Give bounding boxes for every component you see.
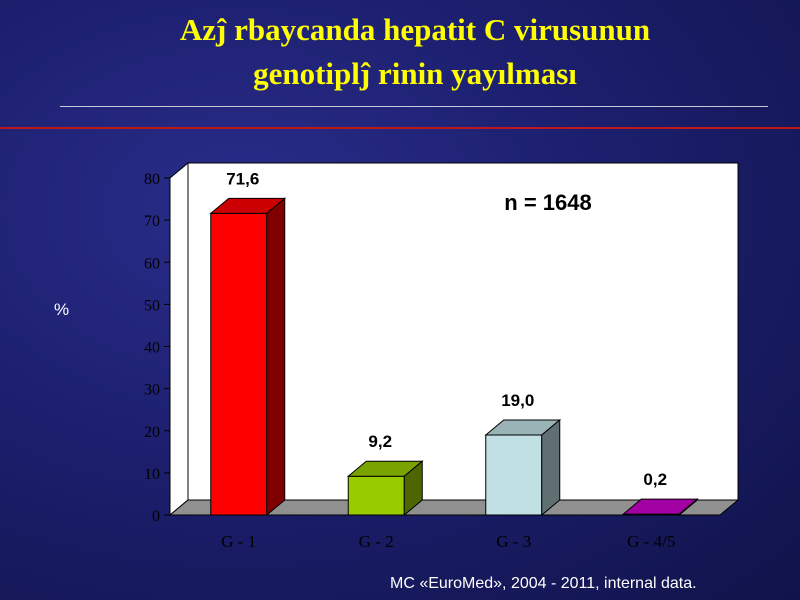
bar-front — [485, 434, 543, 516]
bar-front — [210, 212, 268, 516]
data-label: 71,6 — [226, 169, 259, 188]
bar-side — [403, 460, 423, 517]
title-divider — [60, 106, 768, 107]
y-tick-label: 50 — [144, 297, 160, 314]
bar-side — [678, 498, 698, 517]
title-line-1: Azĵ rbaycanda hepatit C virusunun — [179, 12, 651, 47]
plot-side-wall — [169, 161, 189, 517]
y-tick-label: 20 — [144, 424, 160, 441]
data-label: 19,0 — [501, 391, 534, 410]
accent-divider — [0, 127, 800, 129]
bar-side — [266, 197, 286, 517]
y-tick-label: 10 — [144, 466, 160, 483]
source-note: MC «EuroMed», 2004 - 2011, internal data… — [390, 575, 697, 592]
x-tick-label: G - 1 — [221, 532, 256, 551]
title-line-2: genotiplĵ rinin yayılması — [253, 56, 577, 91]
y-tick-label: 60 — [144, 255, 160, 272]
x-tick-label: G - 3 — [496, 532, 531, 551]
y-axis-label: % — [54, 300, 70, 319]
y-tick-label: 30 — [144, 382, 160, 399]
x-tick-label: G - 2 — [359, 532, 394, 551]
y-tick-label: 80 — [144, 171, 160, 188]
bar-side — [541, 418, 561, 517]
slide-title: Azĵ rbaycanda hepatit C virusunun genoti… — [0, 8, 800, 96]
y-tick-label: 70 — [144, 213, 160, 230]
y-tick-label: 0 — [152, 508, 160, 525]
data-label: 0,2 — [643, 470, 667, 489]
x-tick-label: G - 4/5 — [627, 532, 675, 551]
bar-front — [347, 475, 405, 516]
y-tick-label: 40 — [144, 340, 160, 357]
sample-size-annotation: n = 1648 — [504, 190, 591, 215]
data-label: 9,2 — [368, 432, 392, 451]
